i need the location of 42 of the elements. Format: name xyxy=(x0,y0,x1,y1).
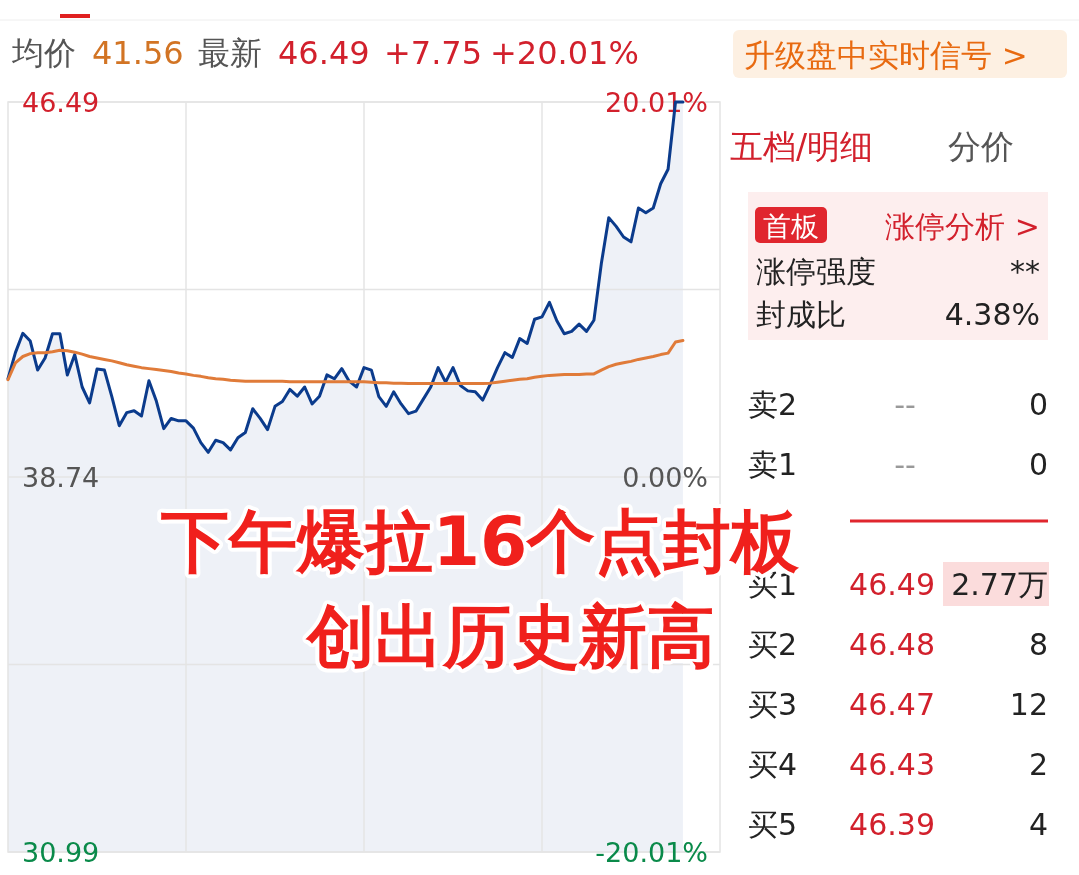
text: 最新 xyxy=(198,34,262,72)
text: 创出历史新高 xyxy=(305,597,715,676)
text: 买3 xyxy=(748,687,798,722)
text: 2 xyxy=(1028,747,1048,782)
text: 41.56 xyxy=(92,34,184,72)
text: 分价 xyxy=(948,127,1014,166)
text: 46.43 xyxy=(849,747,935,782)
text: 升级盘中实时信号 > xyxy=(744,37,1028,73)
text: 五档/明细 xyxy=(730,127,874,166)
text: +7.75 xyxy=(384,34,483,72)
text: 12 xyxy=(1009,687,1048,722)
text: 46.49 xyxy=(849,567,935,602)
y2-tick-label: -20.01% xyxy=(595,837,708,868)
text: 首板 xyxy=(763,210,819,243)
text: 均价 xyxy=(11,34,76,72)
text: ** xyxy=(1010,254,1040,289)
text: 8 xyxy=(1028,627,1048,662)
text: 0 xyxy=(1028,387,1048,422)
text: 46.48 xyxy=(849,627,935,662)
text: 卖1 xyxy=(748,447,798,482)
text: 46.49 xyxy=(278,34,370,72)
text: 涨停分析 > xyxy=(885,209,1040,244)
text: 买4 xyxy=(748,747,798,782)
y2-tick-label: 0.00% xyxy=(622,462,708,493)
text: 46.47 xyxy=(849,687,935,722)
text: 0 xyxy=(1028,447,1048,482)
y-tick-label: 46.49 xyxy=(22,87,100,118)
text: 买5 xyxy=(748,807,798,842)
text: 2.77万 xyxy=(951,567,1048,602)
y2-tick-label: 20.01% xyxy=(605,87,708,118)
text: 涨停强度 xyxy=(756,254,876,289)
text: -- xyxy=(894,447,916,482)
text: 46.39 xyxy=(849,807,935,842)
y-tick-label: 30.99 xyxy=(22,837,100,868)
text: -- xyxy=(894,387,916,422)
text: +20.01% xyxy=(490,34,639,72)
text: 4 xyxy=(1028,807,1048,842)
text: 封成比 xyxy=(756,297,846,332)
text: 买2 xyxy=(748,627,798,662)
y-tick-label: 38.74 xyxy=(22,462,100,493)
text: 4.38% xyxy=(944,297,1040,332)
text: 卖2 xyxy=(748,387,798,422)
